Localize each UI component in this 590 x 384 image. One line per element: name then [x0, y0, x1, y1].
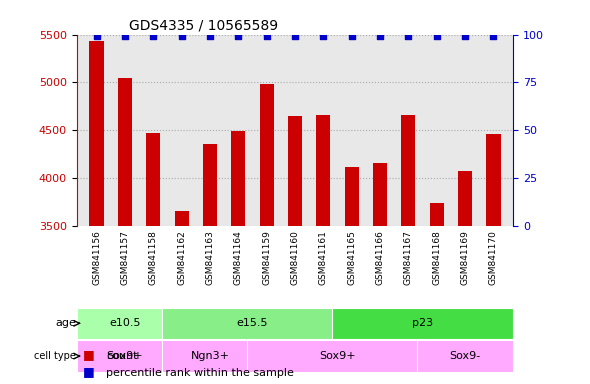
Point [205, 32, 215, 38]
Text: percentile rank within the sample: percentile rank within the sample [106, 368, 294, 378]
Bar [146, 133, 160, 384]
Point [177, 32, 186, 38]
FancyBboxPatch shape [162, 340, 258, 372]
FancyBboxPatch shape [77, 340, 173, 372]
Text: e15.5: e15.5 [237, 318, 268, 328]
Point [404, 32, 413, 38]
Point [319, 32, 328, 38]
Bar [260, 84, 274, 384]
Bar [373, 163, 387, 384]
Text: GSM841157: GSM841157 [120, 230, 129, 285]
Text: count: count [106, 351, 137, 361]
Text: e10.5: e10.5 [109, 318, 140, 328]
Bar [486, 134, 500, 384]
Text: GSM841159: GSM841159 [262, 230, 271, 285]
Text: GSM841170: GSM841170 [489, 230, 498, 285]
Text: GSM841167: GSM841167 [404, 230, 413, 285]
FancyBboxPatch shape [77, 308, 173, 339]
Text: GSM841165: GSM841165 [347, 230, 356, 285]
Bar [175, 211, 189, 384]
Text: GSM841156: GSM841156 [92, 230, 101, 285]
Point [262, 32, 271, 38]
Point [460, 32, 470, 38]
Point [375, 32, 385, 38]
Text: GSM841168: GSM841168 [432, 230, 441, 285]
Text: GSM841161: GSM841161 [319, 230, 328, 285]
Text: GSM841163: GSM841163 [205, 230, 214, 285]
Text: Sox9+: Sox9+ [107, 351, 143, 361]
Text: GDS4335 / 10565589: GDS4335 / 10565589 [129, 18, 278, 32]
Point [290, 32, 300, 38]
Text: p23: p23 [412, 318, 433, 328]
FancyBboxPatch shape [247, 340, 428, 372]
Point [120, 32, 130, 38]
Text: GSM841162: GSM841162 [177, 230, 186, 285]
Point [432, 32, 441, 38]
Point [234, 32, 243, 38]
Bar [90, 41, 104, 384]
Bar [118, 78, 132, 384]
Text: GSM841158: GSM841158 [149, 230, 158, 285]
Point [489, 32, 498, 38]
Text: cell type: cell type [34, 351, 76, 361]
Text: GSM841166: GSM841166 [376, 230, 385, 285]
Text: Sox9-: Sox9- [450, 351, 481, 361]
Text: age: age [55, 318, 76, 328]
Text: ■: ■ [83, 365, 94, 378]
Bar [430, 203, 444, 384]
Bar [458, 170, 472, 384]
Point [92, 32, 101, 38]
Bar [203, 144, 217, 384]
Bar [231, 131, 245, 384]
Point [347, 32, 356, 38]
FancyBboxPatch shape [417, 340, 513, 372]
Text: GSM841164: GSM841164 [234, 230, 243, 285]
FancyBboxPatch shape [162, 308, 343, 339]
Text: Sox9+: Sox9+ [319, 351, 356, 361]
Point [149, 32, 158, 38]
Text: ■: ■ [83, 348, 94, 361]
Text: GSM841160: GSM841160 [290, 230, 300, 285]
Text: Ngn3+: Ngn3+ [191, 351, 230, 361]
FancyBboxPatch shape [332, 308, 513, 339]
Bar [316, 115, 330, 384]
Text: GSM841169: GSM841169 [461, 230, 470, 285]
Bar [288, 116, 302, 384]
Bar [401, 115, 415, 384]
Bar [345, 167, 359, 384]
